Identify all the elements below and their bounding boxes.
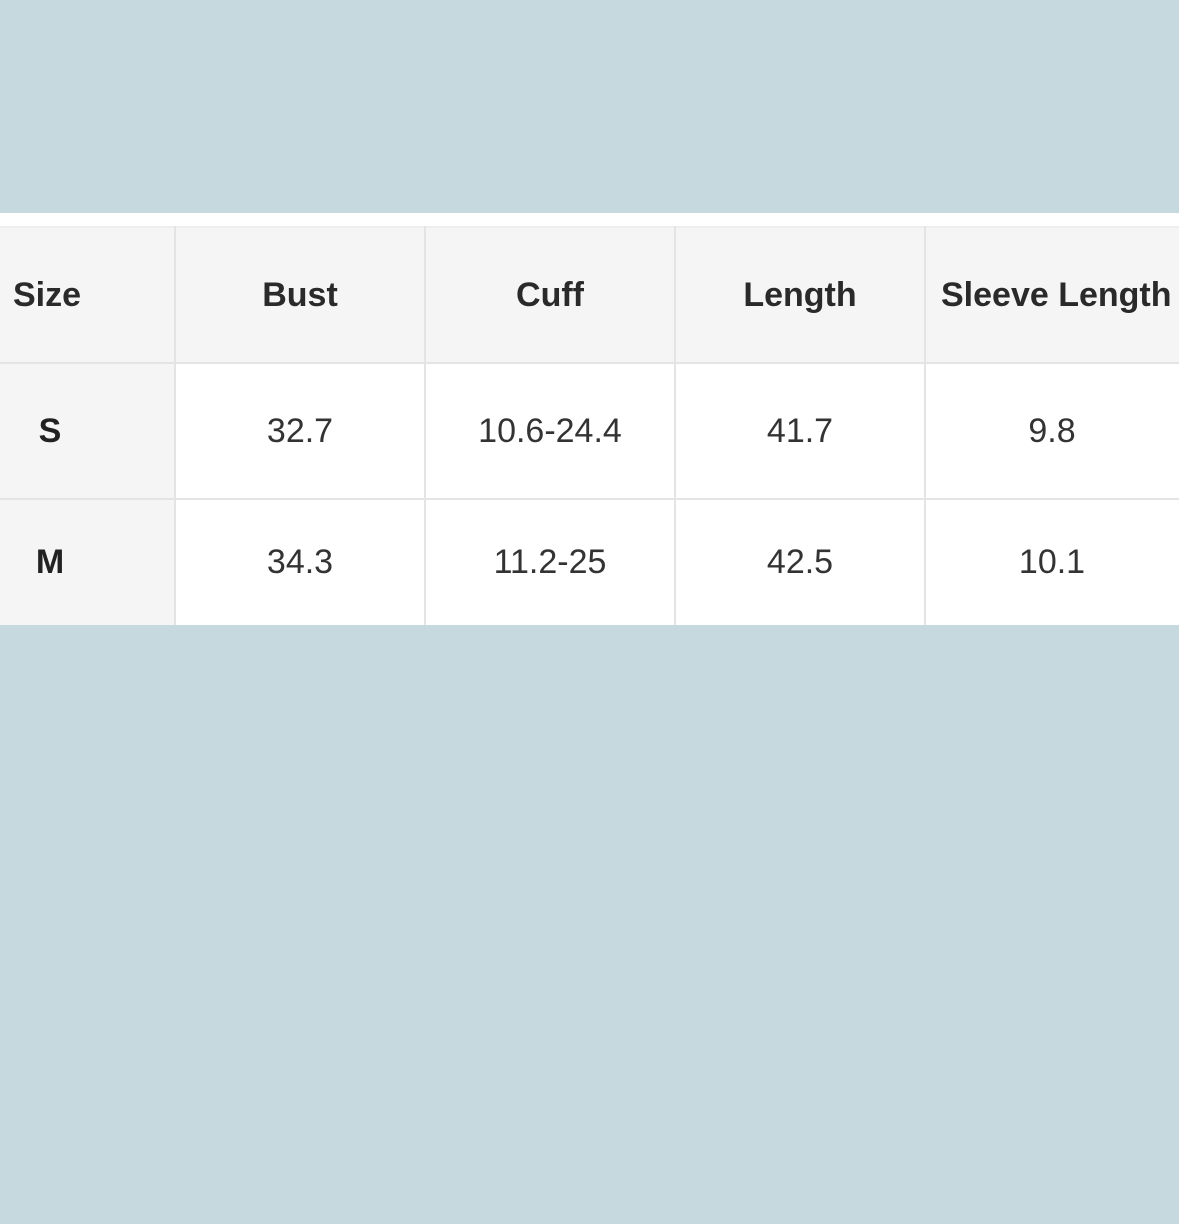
cell-cuff: 10.6-24.4 — [424, 362, 676, 500]
table-row: M 34.3 11.2-25 42.5 10.1 — [0, 498, 1179, 625]
size-chart-panel: Size Bust Cuff Length Sleeve Length S 32… — [0, 213, 1179, 625]
cell-bust: 32.7 — [174, 362, 426, 500]
cell-sleeve-length: 9.8 — [924, 362, 1179, 500]
cell-length: 42.5 — [674, 498, 926, 625]
header-bust: Bust — [174, 226, 426, 364]
table-header-row: Size Bust Cuff Length Sleeve Length — [0, 226, 1179, 364]
header-size: Size — [0, 226, 176, 364]
cell-length: 41.7 — [674, 362, 926, 500]
table-row: S 32.7 10.6-24.4 41.7 9.8 — [0, 362, 1179, 500]
header-cuff: Cuff — [424, 226, 676, 364]
cell-size: S — [38, 411, 62, 450]
cell-size: M — [35, 543, 65, 581]
size-chart-table: Size Bust Cuff Length Sleeve Length S 32… — [0, 226, 1179, 625]
header-length: Length — [674, 226, 926, 364]
cell-bust: 34.3 — [174, 498, 426, 625]
cell-sleeve-length: 10.1 — [924, 498, 1179, 625]
cell-cuff: 11.2-25 — [424, 498, 676, 625]
header-sleeve-length: Sleeve Length — [924, 226, 1179, 364]
